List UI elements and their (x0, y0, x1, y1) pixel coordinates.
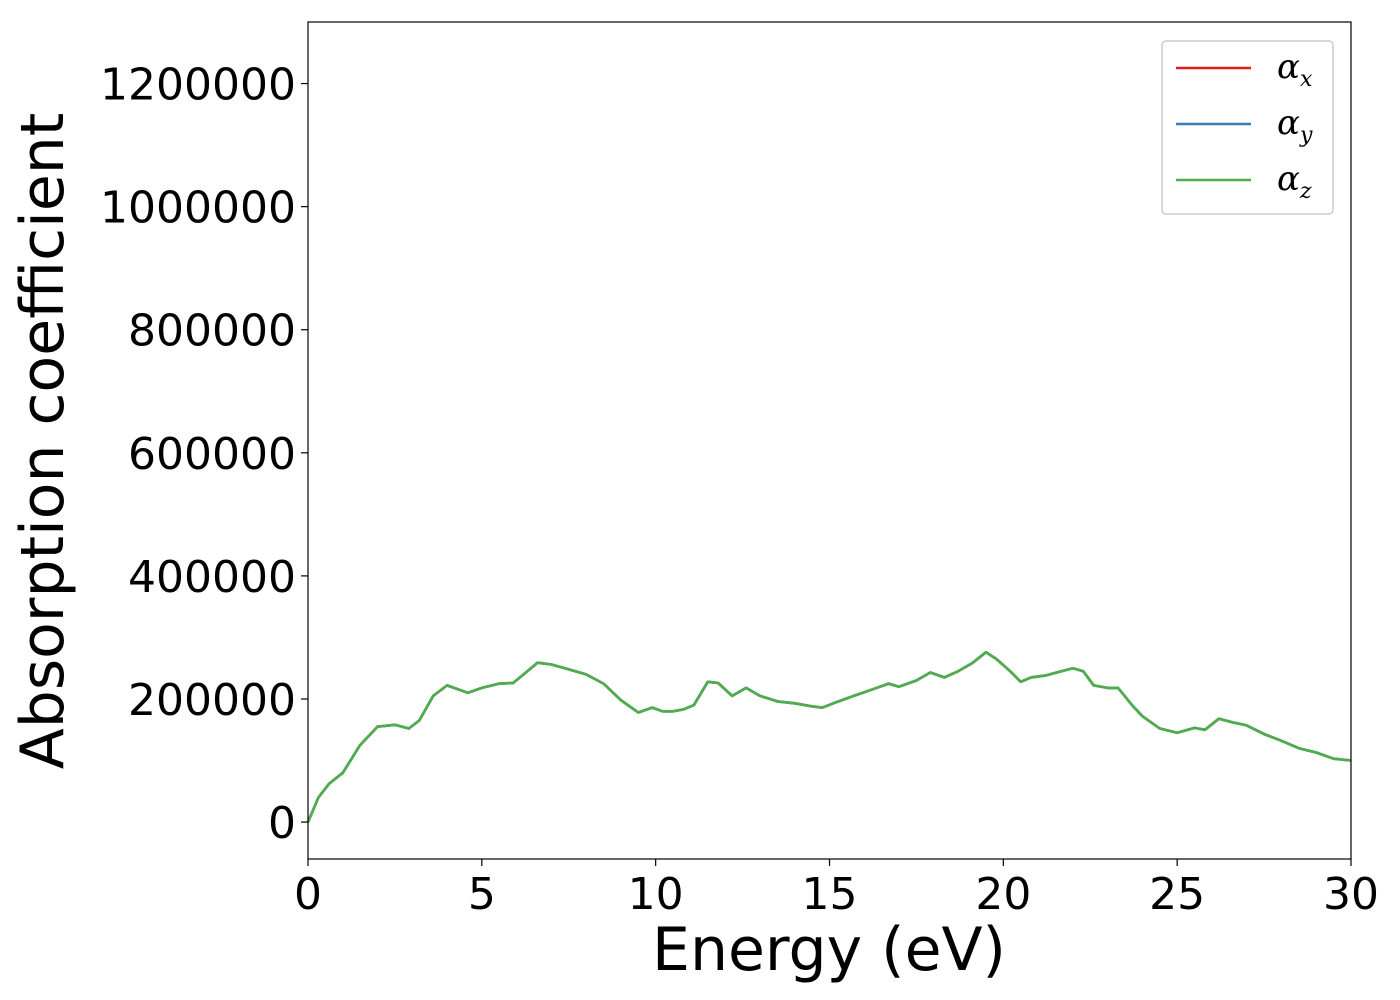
y-tick-label: 0 (268, 798, 296, 849)
legend-label-alpha-y: αy (1277, 103, 1313, 148)
legend: αx αy αz (1161, 40, 1334, 215)
legend-frame (1161, 40, 1334, 215)
y-tick-label: 400000 (128, 552, 296, 603)
series-line-alpha-z (306, 650, 1352, 823)
legend-label-alpha-x: αx (1277, 47, 1313, 92)
y-tick-label: 1000000 (100, 183, 296, 234)
y-tick-label: 1200000 (100, 60, 296, 111)
y-axis-label: Absorption coefficient (8, 113, 78, 770)
series-layer (306, 650, 1352, 823)
y-tick-label: 200000 (128, 675, 296, 726)
x-tick-label: 0 (294, 869, 322, 920)
x-axis-label: Energy (eV) (652, 915, 1006, 985)
ticks-layer: 0 5 10 15 20 25 30 0 200000 400000 600000 800000 100… (100, 60, 1379, 920)
x-tick-label: 20 (975, 869, 1031, 920)
x-tick-label: 25 (1149, 869, 1205, 920)
x-tick-label: 15 (802, 869, 858, 920)
legend-label-alpha-z: αz (1277, 159, 1312, 204)
y-tick-label: 800000 (128, 306, 296, 357)
x-tick-label: 10 (628, 869, 684, 920)
y-tick-label: 600000 (128, 429, 296, 480)
x-tick-label: 5 (468, 869, 496, 920)
x-tick-label: 30 (1323, 869, 1379, 920)
